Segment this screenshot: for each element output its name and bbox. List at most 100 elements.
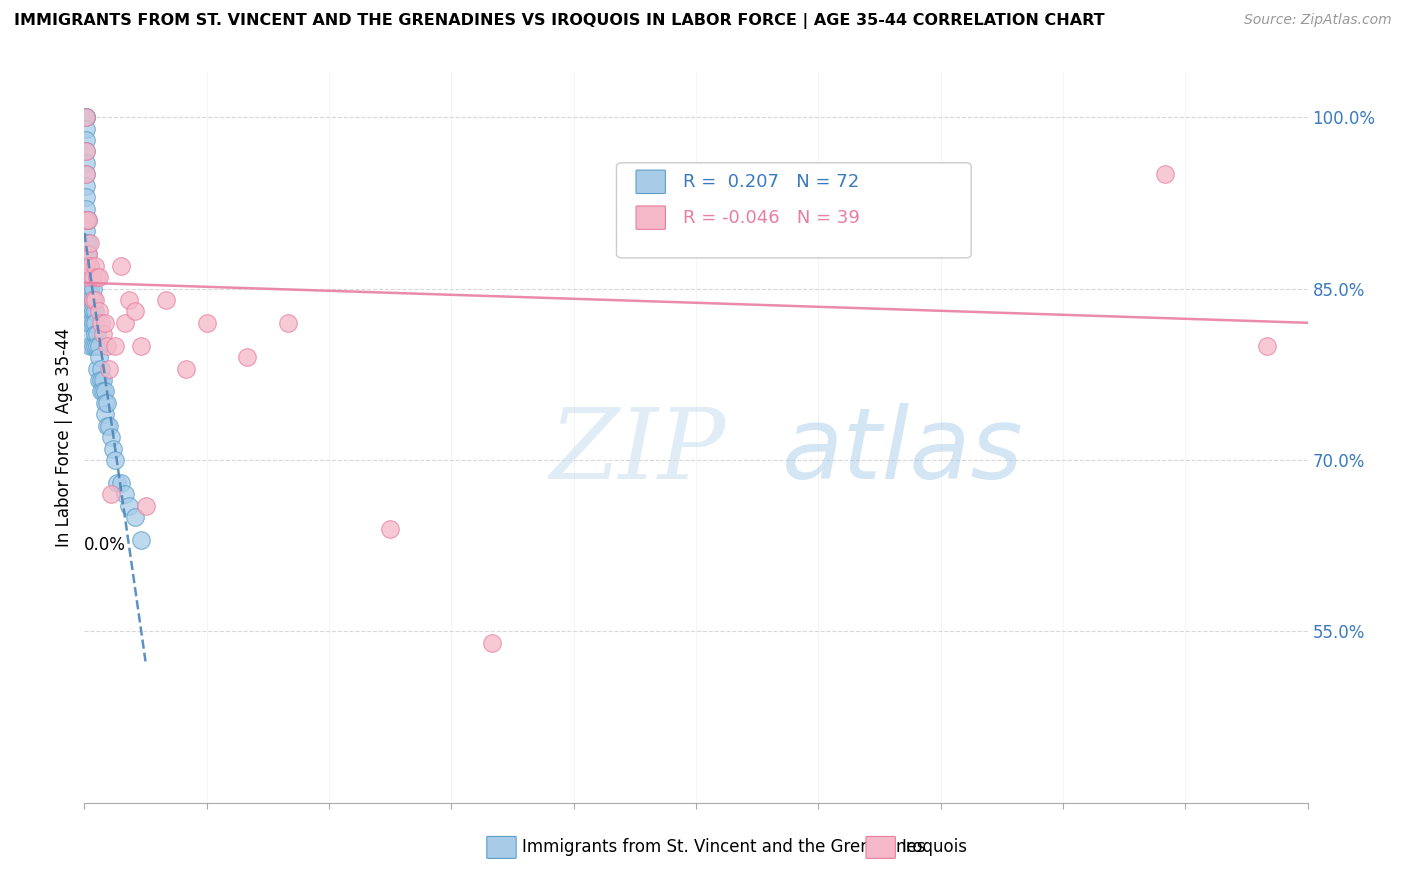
Point: [114, 487, 136, 501]
Text: IMMIGRANTS FROM ST. VINCENT AND THE GRENADINES VS IROQUOIS IN LABOR FORCE | AGE : IMMIGRANTS FROM ST. VINCENT AND THE GREN…: [14, 13, 1105, 29]
Point: [118, 499, 141, 513]
Text: Immigrants from St. Vincent and the Grenadines: Immigrants from St. Vincent and the Gren…: [522, 838, 925, 856]
Point: [83, 259, 105, 273]
Text: 0.0%: 0.0%: [84, 536, 127, 554]
Point: [135, 499, 157, 513]
Point: [481, 636, 503, 650]
Point: [77, 304, 100, 318]
Y-axis label: In Labor Force | Age 35-44: In Labor Force | Age 35-44: [55, 327, 73, 547]
Text: ZIP: ZIP: [550, 404, 725, 500]
Point: [77, 293, 100, 307]
Point: [82, 293, 104, 307]
Point: [75, 145, 97, 159]
Point: [75, 110, 97, 124]
FancyBboxPatch shape: [636, 206, 665, 229]
Point: [77, 316, 100, 330]
Point: [83, 293, 105, 307]
Point: [105, 475, 128, 490]
Point: [110, 259, 132, 273]
Point: [83, 304, 105, 318]
Point: [174, 361, 197, 376]
Text: R =  0.207   N = 72: R = 0.207 N = 72: [682, 173, 859, 191]
Point: [77, 270, 100, 285]
Point: [75, 190, 97, 204]
Point: [82, 338, 104, 352]
Point: [79, 281, 101, 295]
Point: [91, 373, 114, 387]
Point: [79, 293, 101, 307]
Point: [75, 281, 97, 295]
Point: [87, 270, 110, 285]
Point: [75, 270, 97, 285]
Point: [87, 350, 110, 364]
Point: [87, 338, 110, 352]
Point: [75, 156, 97, 170]
Point: [131, 338, 153, 352]
Point: [101, 442, 124, 456]
Point: [90, 361, 112, 376]
Point: [155, 293, 177, 307]
FancyBboxPatch shape: [636, 170, 665, 194]
Point: [79, 235, 101, 250]
Point: [82, 316, 104, 330]
Point: [1154, 167, 1177, 181]
Point: [124, 304, 146, 318]
Point: [124, 510, 146, 524]
Point: [77, 247, 100, 261]
FancyBboxPatch shape: [616, 163, 972, 258]
Point: [86, 338, 108, 352]
Point: [97, 361, 120, 376]
Point: [83, 316, 105, 330]
Point: [91, 327, 114, 342]
Point: [380, 521, 402, 535]
Point: [82, 281, 104, 295]
Point: [77, 327, 100, 342]
Point: [83, 327, 105, 342]
Point: [114, 316, 136, 330]
Point: [1256, 338, 1278, 352]
Point: [86, 270, 108, 285]
Point: [236, 350, 259, 364]
Point: [93, 407, 115, 421]
Point: [90, 373, 112, 387]
Point: [77, 270, 100, 285]
Point: [93, 396, 115, 410]
Point: [75, 235, 97, 250]
Point: [96, 396, 118, 410]
Point: [75, 110, 97, 124]
Point: [79, 259, 101, 273]
Point: [77, 213, 100, 227]
Text: R = -0.046   N = 39: R = -0.046 N = 39: [682, 209, 859, 227]
Point: [77, 281, 100, 295]
Point: [100, 430, 122, 444]
Point: [96, 418, 118, 433]
Point: [96, 338, 118, 352]
Point: [100, 487, 122, 501]
Point: [75, 281, 97, 295]
Point: [277, 316, 299, 330]
Point: [90, 384, 112, 399]
Point: [93, 316, 115, 330]
Point: [86, 361, 108, 376]
Point: [77, 213, 100, 227]
Point: [75, 270, 97, 285]
Point: [97, 418, 120, 433]
Point: [75, 110, 97, 124]
FancyBboxPatch shape: [866, 837, 896, 858]
Point: [79, 259, 101, 273]
Point: [75, 145, 97, 159]
Point: [82, 270, 104, 285]
Point: [79, 338, 101, 352]
Point: [75, 259, 97, 273]
Point: [75, 167, 97, 181]
Point: [75, 213, 97, 227]
Point: [195, 316, 218, 330]
Text: Source: ZipAtlas.com: Source: ZipAtlas.com: [1244, 13, 1392, 28]
Point: [79, 316, 101, 330]
Point: [91, 384, 114, 399]
Point: [75, 167, 97, 181]
Point: [87, 304, 110, 318]
Point: [83, 338, 105, 352]
FancyBboxPatch shape: [486, 837, 516, 858]
Point: [104, 338, 127, 352]
